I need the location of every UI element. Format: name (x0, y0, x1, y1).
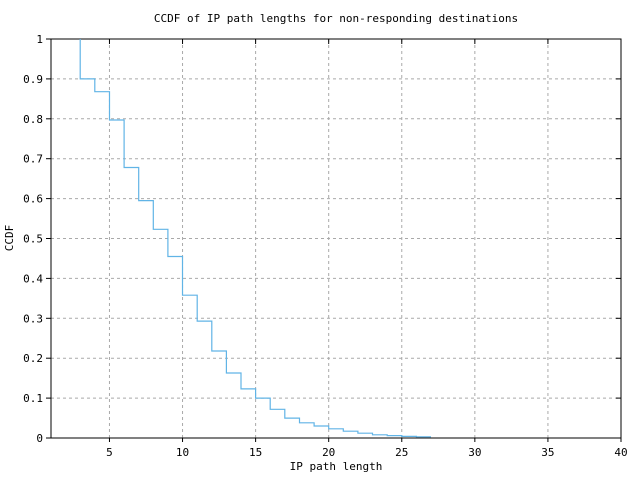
x-tick-label: 30 (468, 446, 481, 459)
y-tick-label: 0.6 (23, 193, 43, 206)
x-tick-label: 10 (176, 446, 189, 459)
x-tick-label: 5 (106, 446, 113, 459)
y-tick-label: 0.2 (23, 352, 43, 365)
y-tick-label: 1 (36, 33, 43, 46)
y-tick-label: 0.9 (23, 73, 43, 86)
x-tick-label: 20 (322, 446, 335, 459)
y-axis-label: CCDF (3, 225, 16, 252)
y-tick-label: 0.5 (23, 233, 43, 246)
y-tick-label: 0.3 (23, 312, 43, 325)
y-tick-label: 0.8 (23, 113, 43, 126)
ccdf-curve (79, 39, 431, 438)
x-tick-label: 15 (249, 446, 262, 459)
x-tick-label: 40 (614, 446, 627, 459)
gridlines (51, 39, 621, 438)
x-tick-label: 35 (541, 446, 554, 459)
axis-ticks (46, 38, 622, 442)
x-axis-label: IP path length (290, 460, 383, 473)
axis-tick-labels: 5 10 15 20 25 30 35 40 0 0.1 0.2 0.3 0.4 0.5 0.6 0.7 0.8… (23, 33, 628, 459)
y-tick-label: 0 (36, 432, 43, 445)
y-tick-label: 0.7 (23, 153, 43, 166)
chart-title: CCDF of IP path lengths for non-respondi… (154, 12, 518, 25)
x-tick-label: 25 (395, 446, 408, 459)
y-tick-label: 0.4 (23, 272, 43, 285)
y-tick-label: 0.1 (23, 392, 43, 405)
